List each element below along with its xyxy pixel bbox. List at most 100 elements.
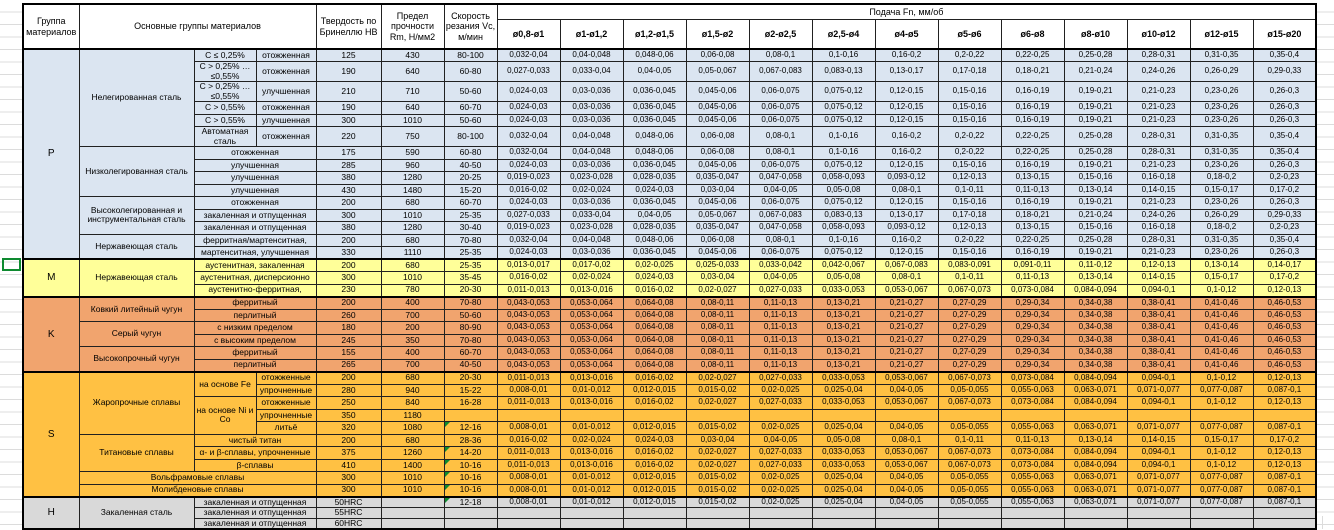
feed-value-cell[interactable] xyxy=(622,507,687,519)
feed-value-cell[interactable]: 0,027-0,033 xyxy=(748,283,813,298)
cutting-speed-cell[interactable] xyxy=(443,517,498,530)
feed-value-cell[interactable]: 0,08-0,1 xyxy=(748,48,813,62)
feed-value-cell[interactable]: 0,036-0,045 xyxy=(622,81,687,103)
feed-value-cell[interactable]: 0,38-0,41 xyxy=(1126,346,1191,360)
feed-value-cell[interactable]: 0,28-0,31 xyxy=(1126,126,1191,148)
feed-col-header-3[interactable]: ø1,2-ø1,5 xyxy=(622,19,687,50)
feed-value-cell[interactable]: 0,043-0,053 xyxy=(496,346,561,360)
feed-value-cell[interactable]: 0,13-0,14 xyxy=(1063,433,1128,448)
feed-value-cell[interactable]: 0,027-0,033 xyxy=(496,208,561,223)
feed-value-cell[interactable]: 0,31-0,35 xyxy=(1189,233,1254,248)
material-condition-cell[interactable]: мартенситная, улучшенная xyxy=(193,246,317,260)
feed-value-cell[interactable]: 0,16-0,19 xyxy=(1000,158,1065,173)
feed-value-cell[interactable]: 0,084-0,094 xyxy=(1063,446,1128,460)
feed-value-cell[interactable]: 0,05-0,055 xyxy=(937,471,1002,485)
cutting-speed-cell[interactable]: 60-80 xyxy=(443,60,498,83)
feed-value-cell[interactable]: 0,2-0,23 xyxy=(1252,221,1317,235)
feed-value-cell[interactable]: 0,032-0,04 xyxy=(496,126,561,148)
feed-value-cell[interactable]: 0,094-0,1 xyxy=(1126,446,1191,460)
feed-value-cell[interactable]: 0,15-0,17 xyxy=(1189,183,1254,198)
feed-value-cell[interactable]: 0,26-0,3 xyxy=(1252,81,1317,103)
feed-value-cell[interactable] xyxy=(685,507,750,519)
feed-value-cell[interactable]: 0,064-0,08 xyxy=(622,358,687,373)
feed-value-cell[interactable]: 0,04-0,05 xyxy=(622,60,687,83)
feed-value-cell[interactable]: 0,31-0,35 xyxy=(1189,48,1254,62)
feed-value-cell[interactable] xyxy=(1189,517,1254,530)
feed-value-cell[interactable] xyxy=(874,408,939,423)
feed-value-cell[interactable]: 0,094-0,1 xyxy=(1126,458,1191,473)
feed-value-cell[interactable]: 0,071-0,077 xyxy=(1126,421,1191,435)
feed-value-cell[interactable]: 0,067-0,073 xyxy=(937,446,1002,460)
feed-value-cell[interactable]: 0,13-0,14 xyxy=(1063,271,1128,285)
feed-value-cell[interactable]: 0,12-0,15 xyxy=(874,196,939,210)
feed-value-cell[interactable]: 0,15-0,16 xyxy=(937,246,1002,260)
feed-value-cell[interactable]: 0,045-0,06 xyxy=(685,196,750,210)
strength-cell[interactable]: 1280 xyxy=(380,171,445,185)
strength-cell[interactable]: 1260 xyxy=(380,446,445,460)
feed-value-cell[interactable]: 0,21-0,24 xyxy=(1063,60,1128,83)
strength-cell[interactable]: 640 xyxy=(380,101,445,115)
hardness-cell[interactable]: 350 xyxy=(315,408,382,423)
material-condition-cell[interactable]: закаленная и отпущенная xyxy=(193,208,317,223)
material-category-cell[interactable]: Ковкий литейный чугун xyxy=(78,295,195,323)
feed-value-cell[interactable]: 0,012-0,015 xyxy=(622,421,687,435)
feed-value-cell[interactable]: 0,043-0,053 xyxy=(496,295,561,310)
feed-value-cell[interactable]: 0,16-0,19 xyxy=(1000,81,1065,103)
feed-value-cell[interactable]: 0,064-0,08 xyxy=(622,346,687,360)
material-condition-cell[interactable]: упрочненные xyxy=(255,408,317,423)
feed-value-cell[interactable] xyxy=(559,507,624,519)
feed-value-cell[interactable]: 0,035-0,047 xyxy=(685,171,750,185)
strength-cell[interactable]: 1400 xyxy=(380,458,445,473)
feed-value-cell[interactable]: 0,094-0,1 xyxy=(1126,370,1191,385)
cutting-speed-cell[interactable]: 10-16 xyxy=(443,458,498,473)
header-material-group[interactable]: Группа материалов xyxy=(22,3,80,50)
feed-value-cell[interactable]: 0,063-0,071 xyxy=(1063,383,1128,398)
feed-value-cell[interactable]: 0,053-0,064 xyxy=(559,358,624,373)
feed-value-cell[interactable]: 0,22-0,25 xyxy=(1000,48,1065,62)
feed-value-cell[interactable]: 0,077-0,087 xyxy=(1189,383,1254,398)
feed-value-cell[interactable]: 0,015-0,02 xyxy=(685,383,750,398)
strength-cell[interactable]: 1180 xyxy=(380,408,445,423)
feed-value-cell[interactable]: 0,011-0,013 xyxy=(496,283,561,298)
feed-value-cell[interactable]: 0,46-0,53 xyxy=(1252,308,1317,323)
cutting-speed-cell[interactable] xyxy=(443,408,498,423)
feed-value-cell[interactable]: 0,08-0,11 xyxy=(685,308,750,323)
material-condition-cell[interactable]: аустенитная, дисперсионно xyxy=(193,271,317,285)
cutting-speed-cell[interactable]: 50-60 xyxy=(443,113,498,128)
feed-value-cell[interactable]: 0,02-0,027 xyxy=(685,370,750,385)
cutting-speed-cell[interactable]: 80-100 xyxy=(443,126,498,148)
feed-value-cell[interactable]: 0,043-0,053 xyxy=(496,333,561,348)
feed-value-cell[interactable]: 0,01-0,012 xyxy=(559,471,624,485)
feed-value-cell[interactable]: 0,12-0,13 xyxy=(1126,258,1191,273)
material-condition-cell[interactable]: закаленная и отпущенная xyxy=(193,517,317,530)
strength-cell[interactable]: 1280 xyxy=(380,221,445,235)
feed-value-cell[interactable]: 0,075-0,12 xyxy=(811,101,876,115)
feed-value-cell[interactable]: 0,048-0,06 xyxy=(622,48,687,62)
material-condition-cell[interactable]: C > 0,25% … ≤0,55% xyxy=(193,60,257,83)
feed-value-cell[interactable]: 0,41-0,46 xyxy=(1189,308,1254,323)
feed-value-cell[interactable]: 0,08-0,1 xyxy=(874,433,939,448)
feed-value-cell[interactable]: 0,13-0,14 xyxy=(1063,183,1128,198)
feed-value-cell[interactable] xyxy=(1000,517,1065,530)
feed-value-cell[interactable]: 0,016-0,02 xyxy=(496,183,561,198)
feed-value-cell[interactable]: 0,045-0,06 xyxy=(685,113,750,128)
feed-value-cell[interactable]: 0,04-0,05 xyxy=(748,433,813,448)
feed-value-cell[interactable]: 0,19-0,21 xyxy=(1063,246,1128,260)
feed-value-cell[interactable] xyxy=(622,517,687,530)
feed-value-cell[interactable]: 0,067-0,083 xyxy=(874,258,939,273)
feed-value-cell[interactable]: 0,1-0,12 xyxy=(1189,283,1254,298)
feed-value-cell[interactable]: 0,024-0,03 xyxy=(496,158,561,173)
feed-value-cell[interactable]: 0,06-0,075 xyxy=(748,101,813,115)
feed-value-cell[interactable]: 0,04-0,048 xyxy=(559,48,624,62)
feed-value-cell[interactable]: 0,084-0,094 xyxy=(1063,396,1128,410)
material-condition-cell[interactable]: отожженная xyxy=(193,146,317,160)
feed-col-header-7[interactable]: ø4-ø5 xyxy=(874,19,939,50)
feed-value-cell[interactable]: 0,28-0,31 xyxy=(1126,48,1191,62)
feed-value-cell[interactable]: 0,02-0,025 xyxy=(748,471,813,485)
material-category-cell[interactable]: Нержавеющая сталь xyxy=(78,258,195,298)
feed-value-cell[interactable]: 0,1-0,16 xyxy=(811,146,876,160)
cutting-speed-cell[interactable]: 10-16 xyxy=(443,471,498,485)
material-condition-cell[interactable]: улучшенная xyxy=(193,158,317,173)
feed-value-cell[interactable]: 0,013-0,016 xyxy=(559,458,624,473)
feed-value-cell[interactable] xyxy=(874,507,939,519)
